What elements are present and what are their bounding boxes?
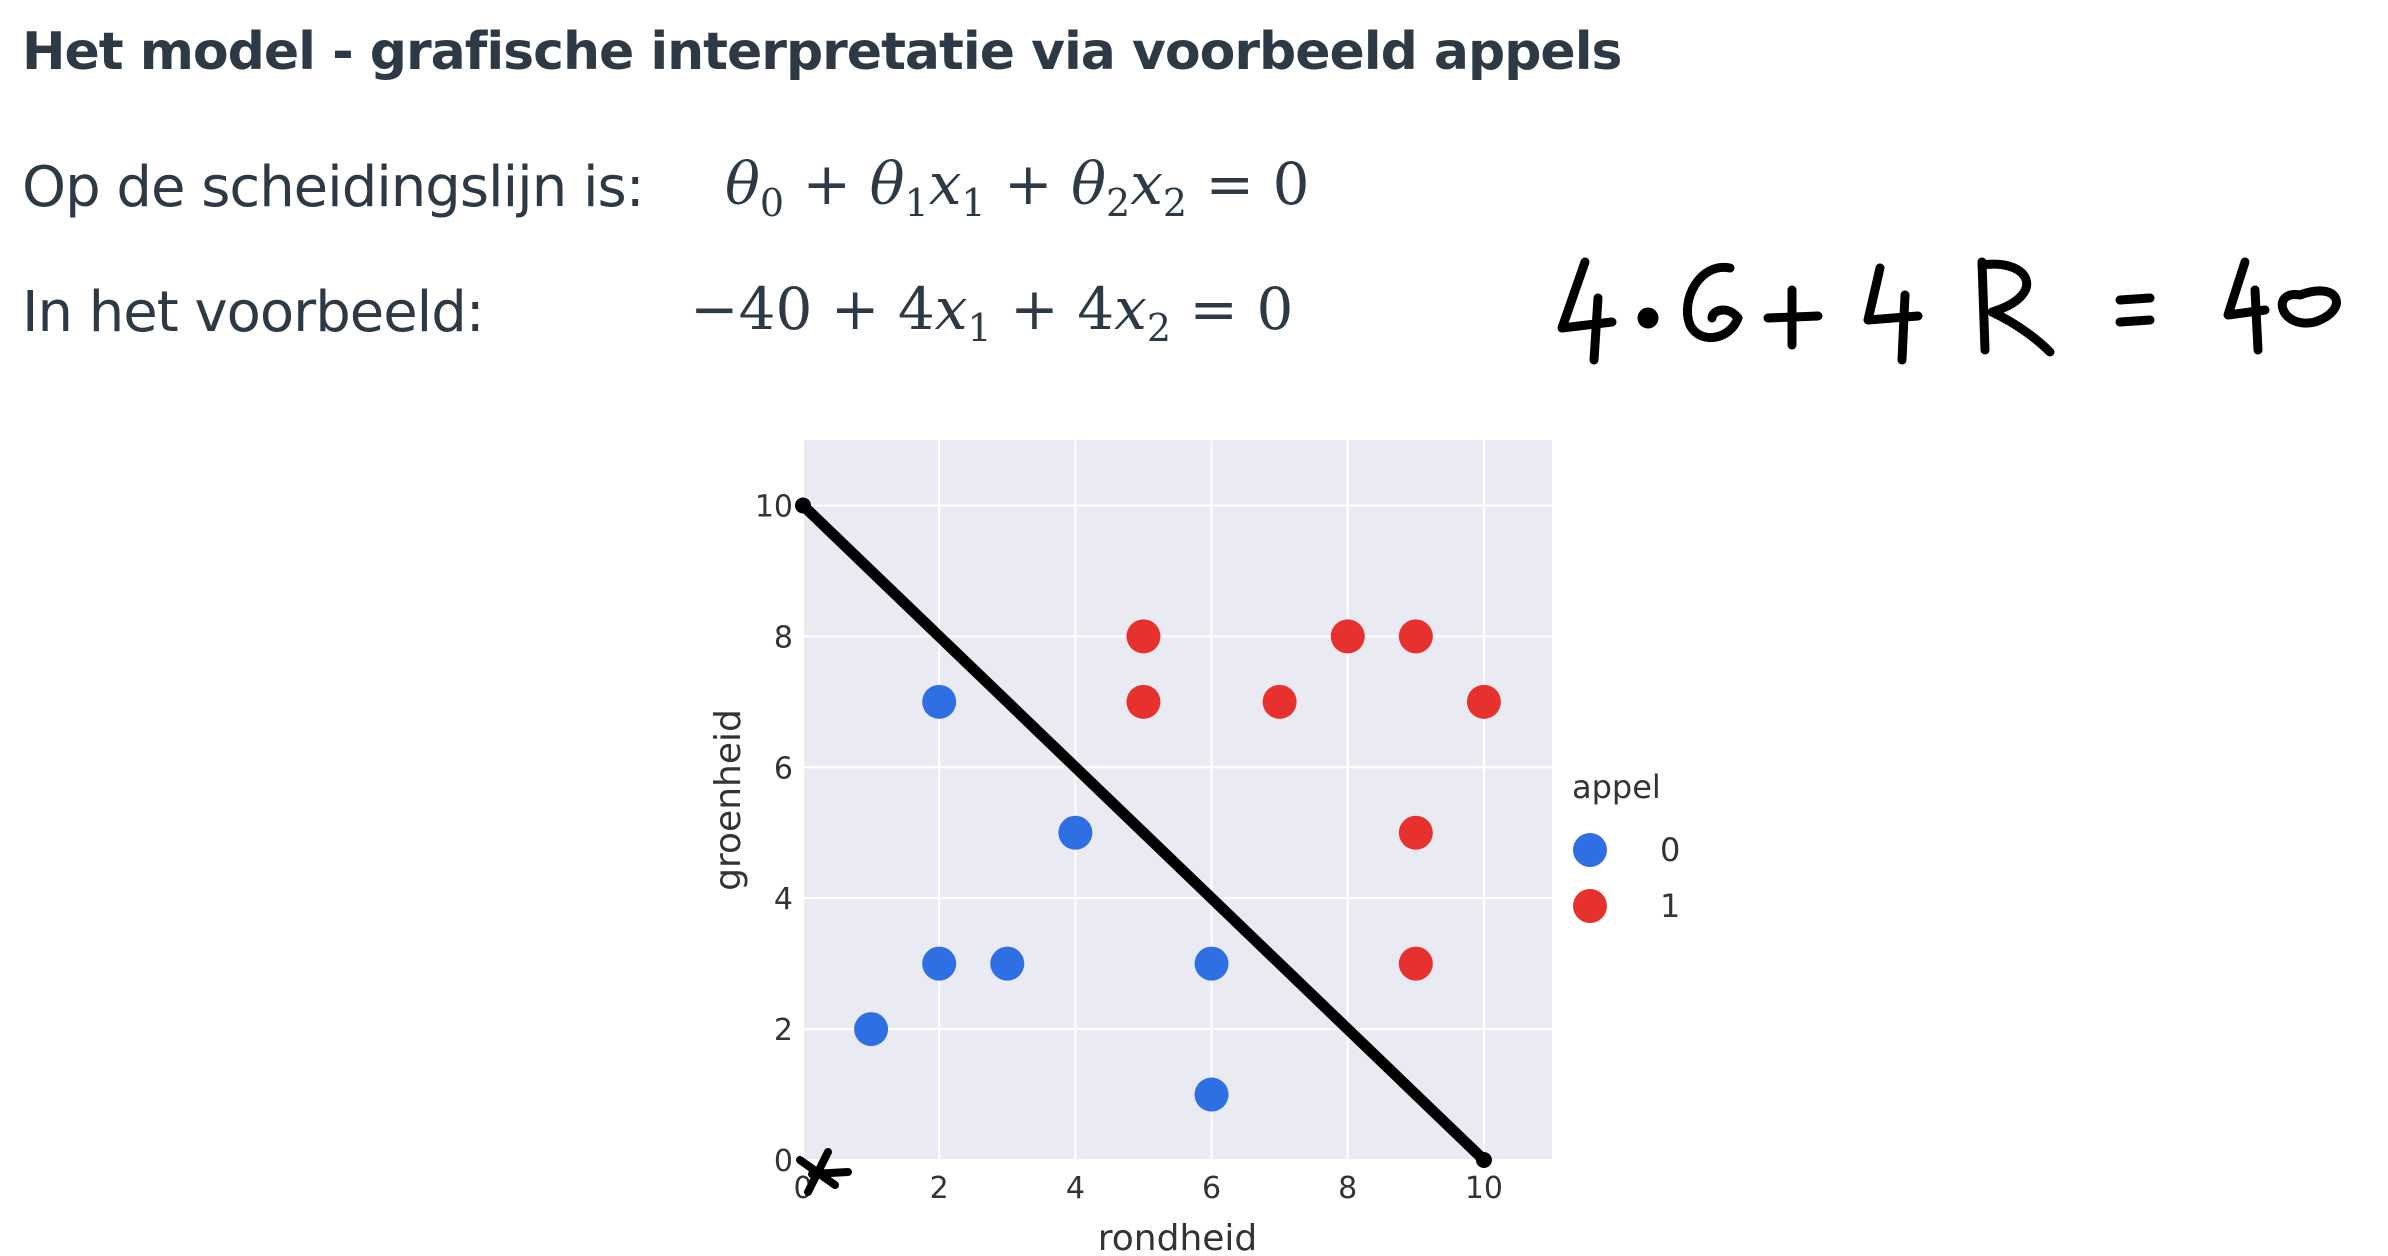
legend-marker bbox=[1573, 889, 1607, 923]
eq1-sub2: 2 bbox=[1106, 181, 1131, 225]
legend-title: appel bbox=[1572, 768, 1661, 806]
eq1-x1: x bbox=[928, 150, 962, 218]
eq2-sub1: 1 bbox=[967, 306, 992, 350]
plot-area bbox=[803, 440, 1552, 1160]
page-title: Het model - grafische interpretatie via … bbox=[22, 22, 1622, 82]
x-tick-label: 0 bbox=[793, 1171, 812, 1206]
x-tick-label: 4 bbox=[1066, 1171, 1085, 1206]
eq2-sub2: 2 bbox=[1146, 306, 1171, 350]
y-axis-label: groenheid bbox=[708, 709, 749, 891]
scatter-point bbox=[922, 684, 957, 719]
scatter-point bbox=[854, 1012, 889, 1047]
scatter-point bbox=[1398, 946, 1433, 981]
equation-general: θ0 + θ1x1 + θ2x2 = 0 bbox=[725, 150, 1310, 225]
y-tick-label: 4 bbox=[774, 882, 793, 917]
x-tick-label: 6 bbox=[1202, 1171, 1221, 1206]
legend-label: 1 bbox=[1660, 887, 1680, 925]
eq1-rhs: 0 bbox=[1272, 150, 1310, 218]
eq2-equals: = bbox=[1171, 275, 1257, 343]
eq1-plus2: + bbox=[985, 150, 1072, 218]
eq1-sub1: 1 bbox=[904, 181, 929, 225]
legend-label: 0 bbox=[1660, 831, 1680, 869]
line2-label: In het voorbeeld: bbox=[22, 280, 485, 345]
x-axis-label: rondheid bbox=[1098, 1218, 1258, 1256]
eq2-rhs: 0 bbox=[1256, 275, 1294, 343]
equation-example: −40 + 4x1 + 4x2 = 0 bbox=[690, 275, 1293, 350]
scatter-point bbox=[1126, 684, 1161, 719]
scatter-point bbox=[990, 946, 1025, 981]
y-tick-label: 0 bbox=[774, 1144, 793, 1179]
y-tick-label: 2 bbox=[774, 1013, 793, 1048]
scatter-point bbox=[1466, 684, 1501, 719]
eq2-plus2: + bbox=[991, 275, 1078, 343]
y-tick-label: 8 bbox=[774, 620, 793, 655]
line1-label: Op de scheidingslijn is: bbox=[22, 155, 645, 220]
decision-line bbox=[797, 499, 1490, 1166]
eq2-x2: x bbox=[1114, 275, 1147, 343]
eq2-coef1: 4 bbox=[897, 275, 935, 343]
handwritten-annotation bbox=[1557, 257, 2341, 365]
decision-line-endpoint bbox=[1475, 1152, 1492, 1168]
x-tick-label: 8 bbox=[1338, 1171, 1357, 1206]
scatter-point bbox=[1330, 619, 1365, 654]
eq2-plus1: + bbox=[812, 275, 898, 343]
scatter-point bbox=[922, 946, 957, 981]
scatter-point bbox=[1398, 815, 1433, 850]
scatter-point bbox=[1398, 619, 1433, 654]
eq1-theta1: θ bbox=[869, 150, 905, 218]
eq1-equals: = bbox=[1187, 150, 1273, 218]
y-tick-label: 10 bbox=[755, 489, 793, 524]
eq1-sub2b: 2 bbox=[1162, 181, 1188, 225]
scatter-point bbox=[1194, 1077, 1229, 1112]
eq1-plus1: + bbox=[784, 150, 870, 218]
eq1-theta2: θ bbox=[1071, 150, 1107, 218]
origin-scribble bbox=[796, 1148, 852, 1196]
scatter-point bbox=[1194, 946, 1229, 981]
eq2-coef2: 4 bbox=[1077, 275, 1115, 343]
eq2-x1: x bbox=[934, 275, 968, 343]
eq1-theta0: θ bbox=[725, 150, 760, 218]
decision-line-endpoint bbox=[795, 497, 811, 514]
legend-marker bbox=[1573, 833, 1607, 867]
eq1-sub0: 0 bbox=[759, 181, 785, 225]
scatter-point bbox=[1262, 684, 1297, 719]
x-tick-label: 10 bbox=[1465, 1171, 1503, 1206]
eq1-x2: x bbox=[1130, 150, 1163, 218]
scatter-point bbox=[1126, 619, 1161, 654]
eq1-sub1b: 1 bbox=[961, 181, 986, 225]
eq2-const: −40 bbox=[690, 275, 813, 343]
x-tick-label: 2 bbox=[930, 1171, 949, 1206]
scatter-point bbox=[1058, 815, 1093, 850]
y-tick-label: 6 bbox=[774, 751, 793, 786]
